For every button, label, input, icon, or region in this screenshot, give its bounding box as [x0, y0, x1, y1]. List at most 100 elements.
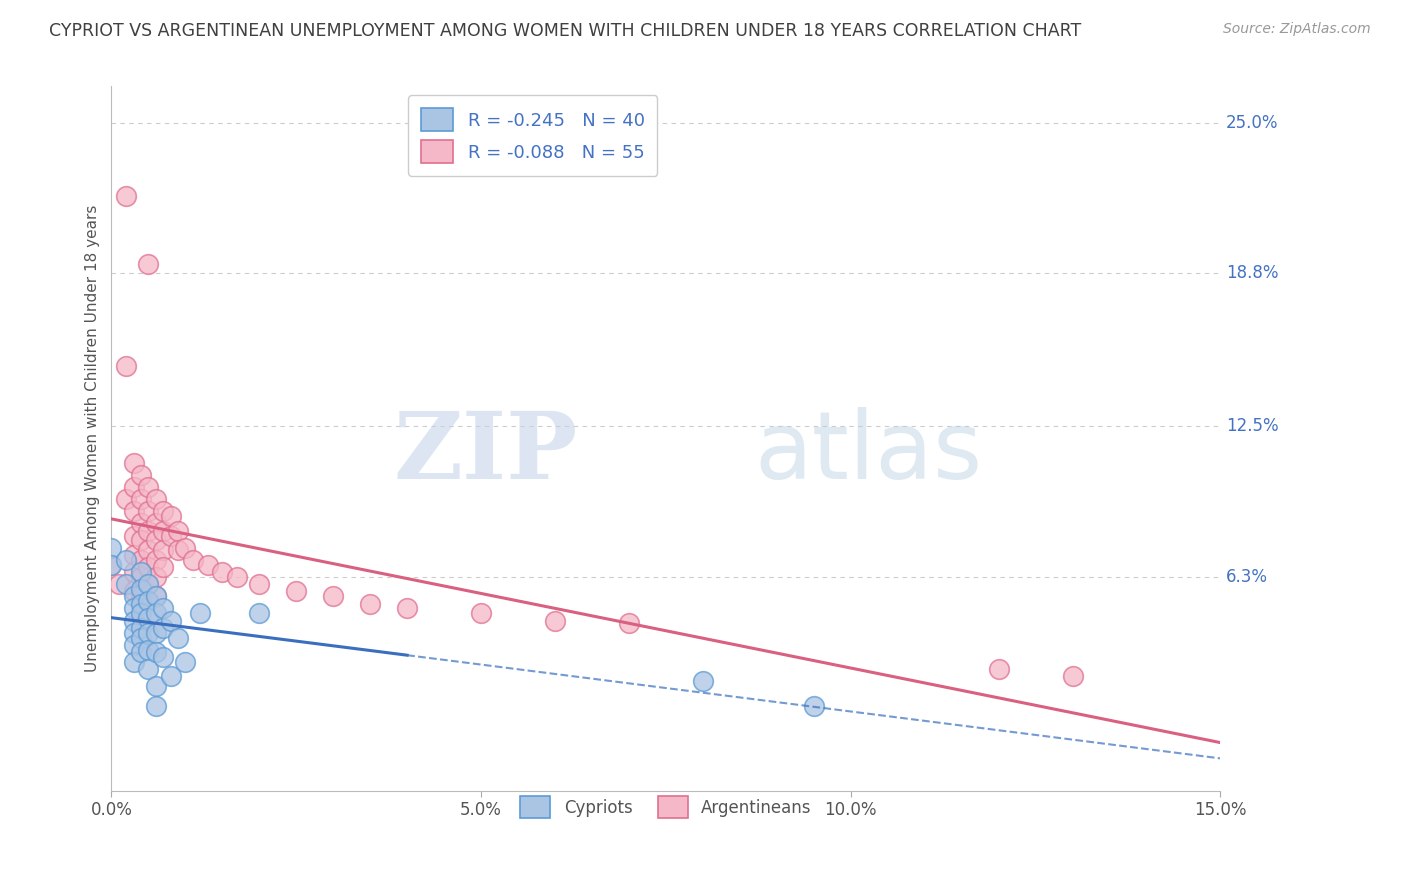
- Point: [145, 533, 167, 548]
- Point: [122, 625, 145, 640]
- Text: CYPRIOT VS ARGENTINEAN UNEMPLOYMENT AMONG WOMEN WITH CHILDREN UNDER 18 YEARS COR: CYPRIOT VS ARGENTINEAN UNEMPLOYMENT AMON…: [49, 22, 1081, 40]
- Point: [138, 642, 160, 657]
- Point: [107, 577, 129, 591]
- Point: [167, 631, 190, 645]
- Point: [138, 611, 160, 625]
- Point: [322, 590, 344, 604]
- Point: [167, 543, 190, 558]
- Point: [129, 467, 152, 482]
- Point: [226, 570, 249, 584]
- Point: [138, 577, 160, 591]
- Point: [692, 674, 714, 689]
- Point: [145, 698, 167, 713]
- Point: [1062, 669, 1084, 683]
- Point: [129, 597, 152, 611]
- Point: [129, 645, 152, 659]
- Point: [138, 560, 160, 574]
- Point: [129, 582, 152, 596]
- Point: [122, 504, 145, 518]
- Text: 25.0%: 25.0%: [1226, 114, 1278, 132]
- Point: [987, 662, 1010, 676]
- Point: [145, 590, 167, 604]
- Point: [122, 590, 145, 604]
- Point: [470, 607, 492, 621]
- Point: [138, 543, 160, 558]
- Point: [115, 359, 138, 373]
- Point: [145, 590, 167, 604]
- Point: [138, 524, 160, 538]
- Point: [138, 594, 160, 608]
- Point: [145, 570, 167, 584]
- Point: [122, 655, 145, 669]
- Point: [122, 565, 145, 579]
- Point: [145, 607, 167, 621]
- Point: [138, 504, 160, 518]
- Point: [100, 558, 122, 572]
- Point: [145, 625, 167, 640]
- Point: [115, 553, 138, 567]
- Point: [122, 528, 145, 542]
- Point: [122, 456, 145, 470]
- Text: 12.5%: 12.5%: [1226, 417, 1278, 435]
- Point: [152, 543, 174, 558]
- Point: [138, 577, 160, 591]
- Point: [122, 584, 145, 599]
- Point: [544, 614, 567, 628]
- Point: [129, 553, 152, 567]
- Point: [159, 509, 181, 524]
- Point: [188, 607, 211, 621]
- Point: [197, 558, 219, 572]
- Point: [152, 601, 174, 615]
- Point: [152, 560, 174, 574]
- Point: [129, 570, 152, 584]
- Text: ZIP: ZIP: [392, 408, 578, 498]
- Point: [247, 577, 270, 591]
- Point: [152, 650, 174, 665]
- Point: [122, 614, 145, 628]
- Point: [129, 587, 152, 601]
- Point: [211, 565, 233, 579]
- Point: [181, 553, 204, 567]
- Point: [145, 553, 167, 567]
- Point: [122, 480, 145, 494]
- Point: [129, 565, 152, 579]
- Point: [396, 601, 419, 615]
- Point: [100, 541, 122, 555]
- Text: atlas: atlas: [755, 407, 983, 499]
- Point: [152, 524, 174, 538]
- Point: [115, 188, 138, 202]
- Point: [138, 625, 160, 640]
- Point: [159, 528, 181, 542]
- Text: Source: ZipAtlas.com: Source: ZipAtlas.com: [1223, 22, 1371, 37]
- Point: [138, 257, 160, 271]
- Point: [174, 541, 197, 555]
- Point: [129, 516, 152, 531]
- Point: [159, 614, 181, 628]
- Point: [129, 607, 152, 621]
- Point: [359, 597, 381, 611]
- Point: [617, 615, 640, 630]
- Point: [174, 655, 197, 669]
- Point: [145, 679, 167, 693]
- Point: [159, 669, 181, 683]
- Point: [129, 631, 152, 645]
- Legend: Cypriots, Argentineans: Cypriots, Argentineans: [513, 789, 818, 824]
- Point: [100, 558, 122, 572]
- Point: [152, 504, 174, 518]
- Point: [122, 601, 145, 615]
- Point: [122, 548, 145, 562]
- Point: [247, 607, 270, 621]
- Point: [129, 492, 152, 507]
- Point: [145, 492, 167, 507]
- Point: [138, 480, 160, 494]
- Point: [145, 516, 167, 531]
- Point: [152, 621, 174, 635]
- Y-axis label: Unemployment Among Women with Children Under 18 years: Unemployment Among Women with Children U…: [86, 205, 100, 673]
- Text: 6.3%: 6.3%: [1226, 568, 1268, 586]
- Text: 18.8%: 18.8%: [1226, 264, 1278, 283]
- Point: [167, 524, 190, 538]
- Point: [138, 662, 160, 676]
- Point: [129, 621, 152, 635]
- Point: [129, 533, 152, 548]
- Point: [115, 577, 138, 591]
